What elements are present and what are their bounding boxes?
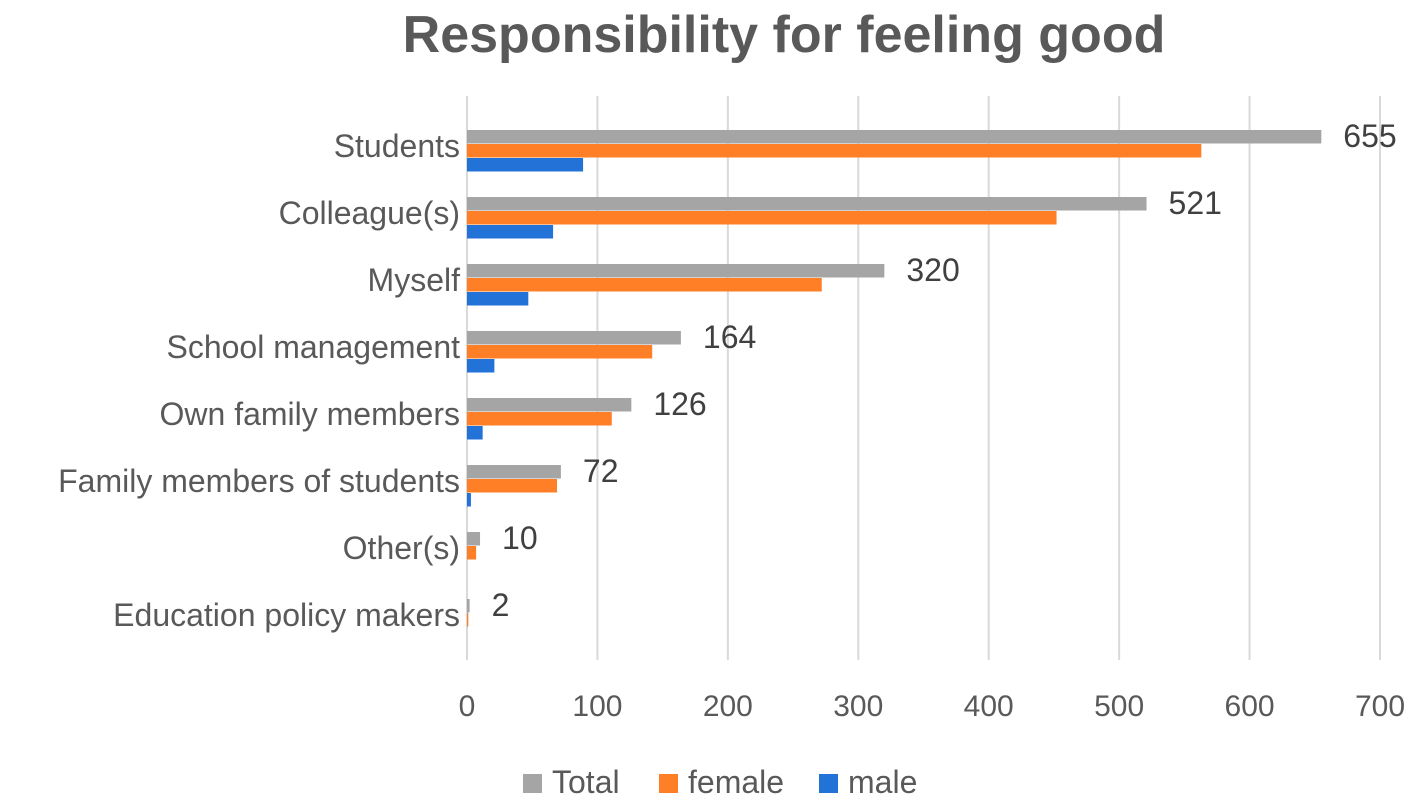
bar-total-6 <box>467 532 481 546</box>
value-axis: 0 100 200 300 400 500 600 700 <box>459 690 1405 723</box>
chart-title: Responsibility for feeling good <box>403 6 1166 64</box>
category-label: Family members of students <box>58 463 460 499</box>
tick-label: 400 <box>964 690 1014 723</box>
data-label-total: 655 <box>1343 118 1396 154</box>
bar-male-2 <box>467 292 529 306</box>
category-label: Education policy makers <box>113 597 460 633</box>
data-label-total: 10 <box>502 520 538 556</box>
tick-label: 700 <box>1355 690 1405 723</box>
bar-female-7 <box>467 613 469 627</box>
bar-male-3 <box>467 359 495 373</box>
data-label-total: 164 <box>703 319 756 355</box>
category-label: Own family members <box>160 396 461 432</box>
gridlines <box>466 96 1381 660</box>
category-label: Colleague(s) <box>279 195 460 231</box>
legend: Total female male <box>523 764 917 800</box>
data-labels: 655 521 320 164 126 72 10 2 <box>492 118 1397 623</box>
tick-label: 200 <box>703 690 753 723</box>
bar-total-2 <box>467 264 885 278</box>
data-label-total: 521 <box>1169 185 1222 221</box>
legend-label-male: male <box>848 764 917 800</box>
data-label-total: 126 <box>653 386 706 422</box>
bar-total-3 <box>467 331 681 345</box>
bar-male-1 <box>467 225 554 239</box>
bars <box>467 130 1322 627</box>
legend-swatch-female <box>659 774 678 793</box>
bar-female-6 <box>467 546 477 560</box>
bar-female-5 <box>467 479 557 493</box>
category-label: Myself <box>368 262 461 298</box>
bar-male-5 <box>467 493 471 507</box>
tick-label: 100 <box>572 690 622 723</box>
tick-label: 0 <box>459 690 476 723</box>
bar-female-4 <box>467 412 612 426</box>
legend-swatch-male <box>819 774 838 793</box>
category-label: School management <box>166 329 460 365</box>
category-label: Students <box>334 128 460 164</box>
bar-total-5 <box>467 465 561 479</box>
bar-total-1 <box>467 197 1147 211</box>
bar-female-1 <box>467 211 1057 225</box>
data-label-total: 320 <box>906 252 959 288</box>
category-label: Other(s) <box>343 530 460 566</box>
bar-male-4 <box>467 426 483 440</box>
legend-label-female: female <box>688 764 784 800</box>
bar-female-3 <box>467 345 653 359</box>
legend-swatch-total <box>523 774 542 793</box>
tick-label: 600 <box>1225 690 1275 723</box>
bar-total-4 <box>467 398 632 412</box>
bar-female-0 <box>467 144 1202 158</box>
bar-total-0 <box>467 130 1322 144</box>
data-label-total: 72 <box>583 453 619 489</box>
legend-label-total: Total <box>552 764 620 800</box>
bar-female-2 <box>467 278 822 292</box>
bar-total-7 <box>467 599 470 613</box>
bar-male-0 <box>467 158 584 172</box>
tick-label: 300 <box>833 690 883 723</box>
data-label-total: 2 <box>492 587 510 623</box>
category-axis: Students Colleague(s) Myself School managem… <box>58 128 460 633</box>
tick-label: 500 <box>1094 690 1144 723</box>
